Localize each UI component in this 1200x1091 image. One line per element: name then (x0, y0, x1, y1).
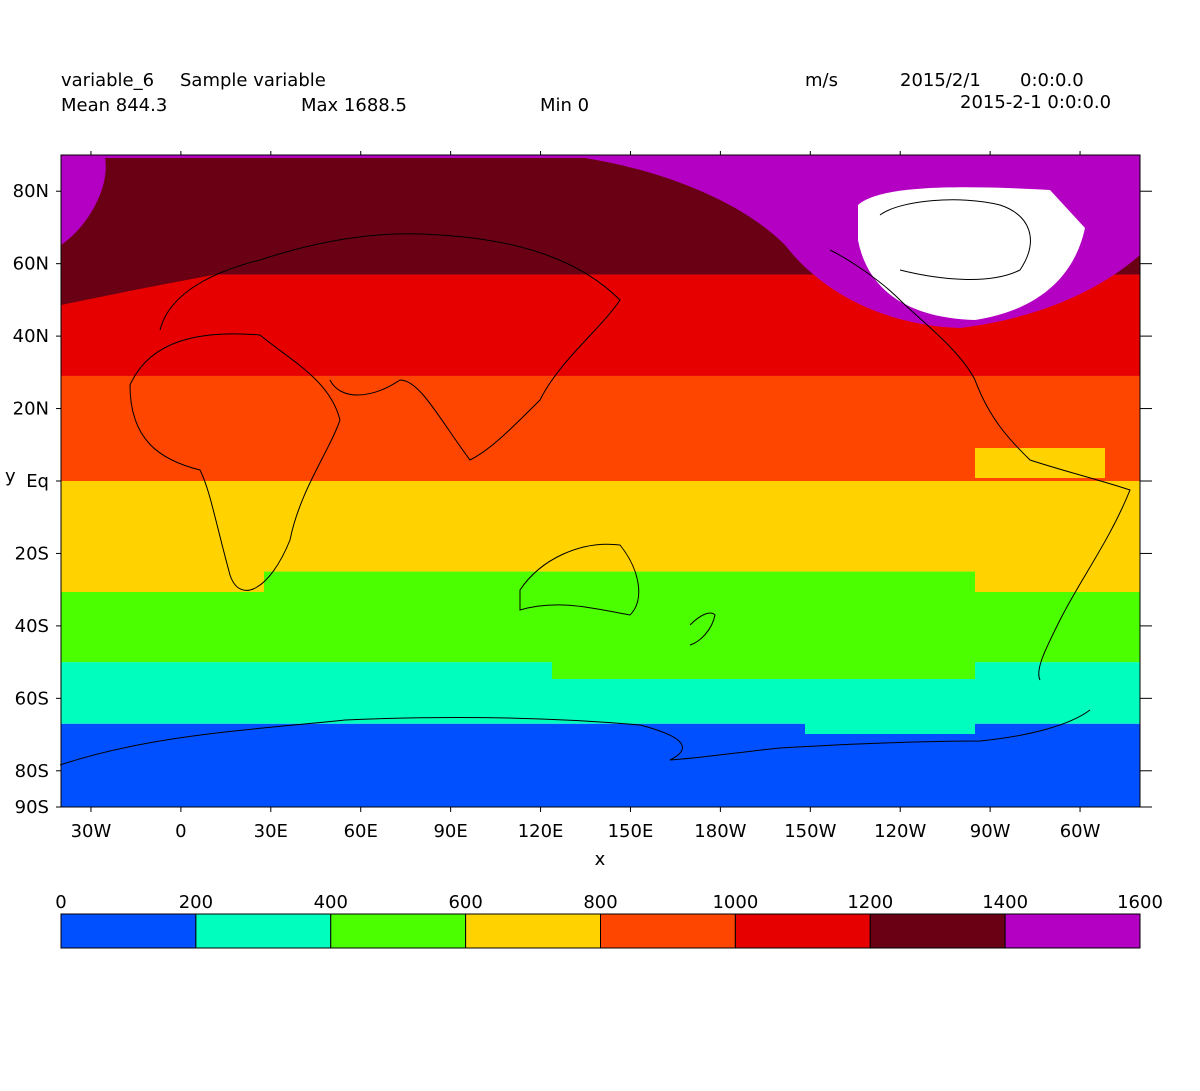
x-tick-label: 90E (433, 821, 467, 842)
band-0-200 (61, 723, 1140, 807)
variable-name: variable_6 (61, 70, 155, 91)
colorbar: 0 200 400 600 800 1000 1200 1400 1600 (55, 892, 1163, 949)
colorbar-tick-label: 1600 (1117, 892, 1163, 913)
max-label: Max 1688.5 (301, 95, 407, 116)
y-tick-label: 80N (13, 181, 49, 202)
x-axis-ticks: 30W 0 30E 60E 90E 120E 150E 180W 150W 120W 90W 60W (71, 151, 1101, 842)
colorbar-swatch (1004, 913, 1141, 949)
min-label: Min 0 (540, 95, 590, 116)
colorbar-swatch (60, 913, 197, 949)
x-tick-label: 60W (1060, 821, 1101, 842)
y-tick-label: 40S (15, 616, 49, 637)
antarctic-step-region (805, 722, 975, 734)
x-tick-label: 30E (254, 821, 288, 842)
y-tick-label: 80S (15, 761, 49, 782)
colorbar-tick-label: 600 (448, 892, 482, 913)
colorbar-swatch (600, 913, 736, 949)
variable-long-name: Sample variable (180, 70, 326, 91)
y-tick-label: Eq (26, 471, 49, 492)
southern-step-region-west (61, 565, 264, 592)
y-axis-label: y (5, 466, 16, 487)
band-800-1000 (61, 375, 1140, 481)
coastlines (59, 199, 1131, 766)
y-tick-label: 60N (13, 254, 49, 275)
x-tick-label: 150E (608, 821, 654, 842)
x-tick-label: 150W (784, 821, 836, 842)
colorbar-swatch (734, 913, 871, 949)
colorbar-tick-label: 1200 (847, 892, 893, 913)
southern-step-region-east (975, 565, 1140, 592)
colorbar-swatch (465, 913, 601, 949)
x-tick-label: 30W (71, 821, 112, 842)
x-tick-label: 120E (518, 821, 564, 842)
colorbar-swatch (869, 913, 1006, 949)
x-tick-label: 60E (344, 821, 378, 842)
band-1400-1600-west (61, 158, 106, 245)
y-tick-label: 90S (15, 797, 49, 818)
y-tick-label: 60S (15, 688, 49, 709)
y-axis-ticks: 80N 60N 40N 20N Eq 20S 40S 60S 80S 90S (13, 181, 1152, 818)
y-tick-label: 20S (15, 543, 49, 564)
time-label: 0:0:0.0 (1020, 70, 1084, 91)
contour-features (59, 158, 1140, 766)
colorbar-tick-label: 0 (55, 892, 66, 913)
band-1000-1200-curve (61, 292, 1140, 374)
y-tick-label: 40N (13, 326, 49, 347)
date-label: 2015/2/1 (900, 70, 981, 91)
x-tick-label: 120W (874, 821, 926, 842)
colorbar-tick-label: 200 (179, 892, 213, 913)
colorbar-tick-label: 800 (583, 892, 617, 913)
units-label: m/s (805, 70, 838, 91)
colorbar-tick-label: 1400 (982, 892, 1028, 913)
x-tick-label: 180W (694, 821, 746, 842)
colorbar-swatch (195, 913, 332, 949)
colorbar-tick-label: 1000 (712, 892, 758, 913)
mean-label: Mean 844.3 (61, 95, 168, 116)
x-axis-label: x (595, 849, 606, 870)
x-tick-label: 90W (970, 821, 1011, 842)
above-1600-region (858, 187, 1085, 320)
datetime-label: 2015-2-1 0:0:0.0 (960, 92, 1112, 113)
band-600-800 (61, 481, 1140, 572)
y-tick-label: 20N (13, 399, 49, 420)
x-tick-label: 0 (175, 821, 186, 842)
colorbar-tick-label: 400 (314, 892, 348, 913)
colorbar-swatch (330, 913, 467, 949)
subantarctic-step-region (552, 659, 975, 679)
